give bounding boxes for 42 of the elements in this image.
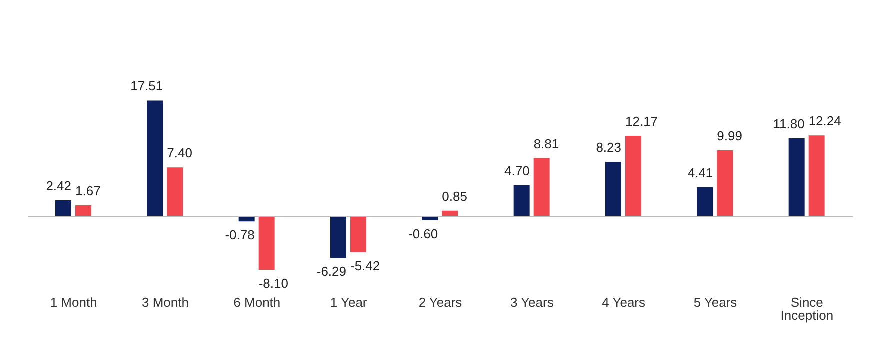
x-tick-label: 1 Month	[50, 295, 98, 310]
bar	[717, 150, 734, 216]
bar	[258, 216, 275, 270]
data-label: -0.78	[225, 228, 255, 243]
bar	[606, 162, 622, 216]
bar	[330, 216, 346, 258]
bar	[808, 136, 825, 216]
data-label: 0.85	[442, 188, 468, 204]
x-tick-label: Since Inception	[780, 295, 834, 324]
x-tick-label: 1 Year	[330, 295, 368, 310]
data-label: 7.40	[167, 146, 192, 161]
data-label: -8.10	[258, 276, 288, 292]
bar	[788, 138, 805, 216]
x-tick-label: 2 Years	[418, 295, 463, 310]
bar	[76, 205, 92, 216]
data-label: -6.29	[316, 264, 346, 280]
x-tick-label: 3 Month	[142, 295, 189, 310]
bar	[697, 187, 714, 216]
data-label: -5.42	[350, 258, 380, 274]
data-label: 8.23	[596, 140, 622, 156]
data-label: 2.42	[46, 178, 72, 194]
data-label: 1.67	[76, 183, 101, 198]
bar	[167, 168, 184, 216]
bar	[626, 136, 642, 216]
data-label: 12.24	[808, 114, 842, 129]
data-label: 8.81	[534, 136, 560, 152]
bar	[56, 200, 72, 216]
x-tick-label: 3 Years	[510, 295, 554, 310]
x-tick-label: 6 Month	[234, 295, 281, 310]
x-tick-label: 4 Years	[602, 295, 646, 310]
data-label: 11.80	[773, 116, 805, 132]
data-label: 4.41	[688, 165, 714, 180]
bar	[147, 100, 164, 216]
data-label: -0.60	[408, 226, 438, 242]
bar	[350, 216, 366, 252]
data-label: 17.51	[130, 78, 164, 94]
data-label: 4.70	[504, 163, 530, 178]
data-label: 12.17	[626, 114, 658, 130]
x-tick-label: 5 Years	[694, 295, 738, 310]
bar	[534, 158, 550, 216]
data-label: 9.99	[717, 128, 742, 144]
bar	[514, 185, 530, 216]
